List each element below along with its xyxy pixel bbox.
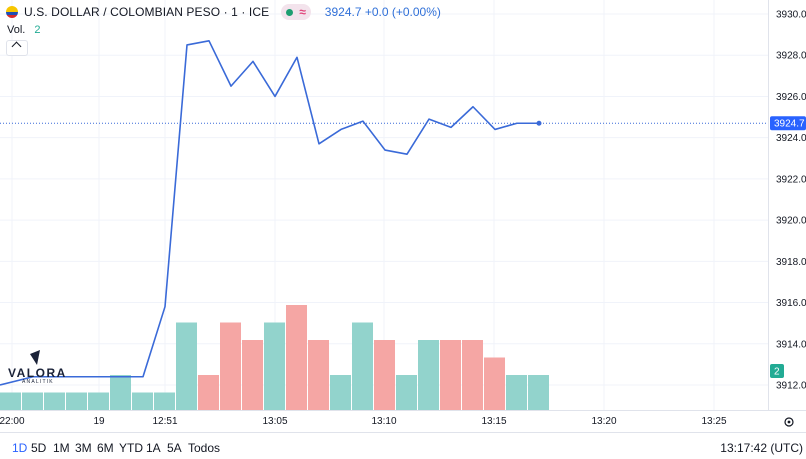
volume-legend[interactable]: Vol. 2 (7, 24, 41, 36)
volume-bar (88, 392, 109, 410)
x-tick-label: 19 (93, 416, 105, 427)
y-tick-label: 3914.0 (776, 339, 806, 350)
x-tick-label: 13:15 (481, 416, 506, 427)
x-tick-label: 13:10 (371, 416, 396, 427)
volume-label: Vol. (7, 24, 26, 36)
y-tick-label: 3916.0 (776, 298, 806, 309)
price-readout: 3924.7 +0.0 (+0.00%) (324, 5, 441, 19)
volume-bar (176, 322, 197, 410)
volume-bar (66, 392, 87, 410)
volume-bar (462, 340, 483, 410)
volume-bar (286, 305, 307, 410)
y-tick-label: 3912.0 (776, 381, 806, 392)
last-price-badge (770, 116, 806, 131)
last-price-dot (536, 120, 542, 126)
y-tick-label: 3928.0 (776, 51, 806, 62)
volume-bar (440, 340, 461, 410)
range-button-5d[interactable]: 5D (31, 441, 47, 455)
volume-bar (242, 340, 263, 410)
market-status-badge[interactable]: ≈ (281, 4, 311, 20)
volume-bar (132, 392, 153, 410)
volume-bar (110, 375, 131, 410)
delayed-data-icon: ≈ (299, 5, 306, 19)
range-button-ytd[interactable]: YTD (119, 441, 143, 455)
range-button-1a[interactable]: 1A (146, 441, 161, 455)
price-line (0, 39, 539, 386)
volume-bar (22, 392, 43, 410)
volume-badge-label: 2 (774, 367, 780, 378)
valora-logo-mark-icon (30, 350, 40, 365)
range-button-3m[interactable]: 3M (75, 441, 92, 455)
volume-value: 2 (34, 24, 41, 36)
volume-bar (506, 375, 527, 410)
volume-badge (770, 364, 784, 378)
collapse-legend-button[interactable] (6, 40, 28, 56)
volume-bar (418, 340, 439, 410)
x-tick-label: 13:20 (591, 416, 616, 427)
volume-bar (330, 375, 351, 410)
chevron-up-icon (11, 41, 22, 52)
volume-bar (154, 392, 175, 410)
symbol-title[interactable]: U.S. DOLLAR / COLOMBIAN PESO · 1 · ICE (24, 5, 270, 19)
colombia-flag-icon (6, 6, 18, 18)
volume-bar (396, 375, 417, 410)
y-tick-label: 3918.0 (776, 257, 806, 268)
y-tick-label: 3930.0 (776, 10, 806, 21)
range-button-1m[interactable]: 1M (53, 441, 70, 455)
range-button-6m[interactable]: 6M (97, 441, 114, 455)
volume-bar (528, 375, 549, 410)
volume-bar (0, 392, 21, 410)
volume-bar (198, 375, 219, 410)
range-button-5a[interactable]: 5A (167, 441, 182, 455)
volume-bar (484, 357, 505, 410)
price-chart[interactable]: 3912.0 3914.0 3916.0 3918.0 3920.0 3922.0 3924… (0, 0, 806, 432)
axis-settings-gear-icon[interactable] (784, 417, 794, 427)
volume-bar (374, 340, 395, 410)
market-open-dot-icon (286, 8, 294, 16)
volume-bar (308, 340, 329, 410)
volume-bar (44, 392, 65, 410)
range-button-1d[interactable]: 1D (12, 441, 28, 455)
range-button-todos[interactable]: Todos (188, 441, 221, 455)
y-tick-label: 3920.0 (776, 216, 806, 227)
logo-subword: ANALITIK (22, 379, 54, 385)
y-tick-label: 3926.0 (776, 92, 806, 103)
last-price-badge-label: 3924.7 (774, 119, 805, 130)
volume-bar (352, 322, 373, 410)
utc-clock[interactable]: 13:17:42 (UTC) (720, 441, 803, 455)
bottom-toolbar: 1D 5D 1M 3M 6M YTD 1A 5A Todos 13:17:42 (UTC) (0, 432, 806, 459)
volume-bar (220, 322, 241, 410)
logo-word: VALORA (8, 366, 67, 380)
x-tick-label: 13:05 (262, 416, 287, 427)
x-tick-label: 22:00 (0, 416, 25, 427)
x-tick-label: 13:25 (701, 416, 726, 427)
y-tick-label: 3922.0 (776, 174, 806, 185)
valora-logo: VALORA ANALITIK (8, 348, 67, 385)
chart-header: U.S. DOLLAR / COLOMBIAN PESO · 1 · ICE ≈… (0, 3, 441, 21)
y-tick-label: 3924.0 (776, 133, 806, 144)
volume-bar (264, 322, 285, 410)
x-tick-label: 12:51 (152, 416, 177, 427)
